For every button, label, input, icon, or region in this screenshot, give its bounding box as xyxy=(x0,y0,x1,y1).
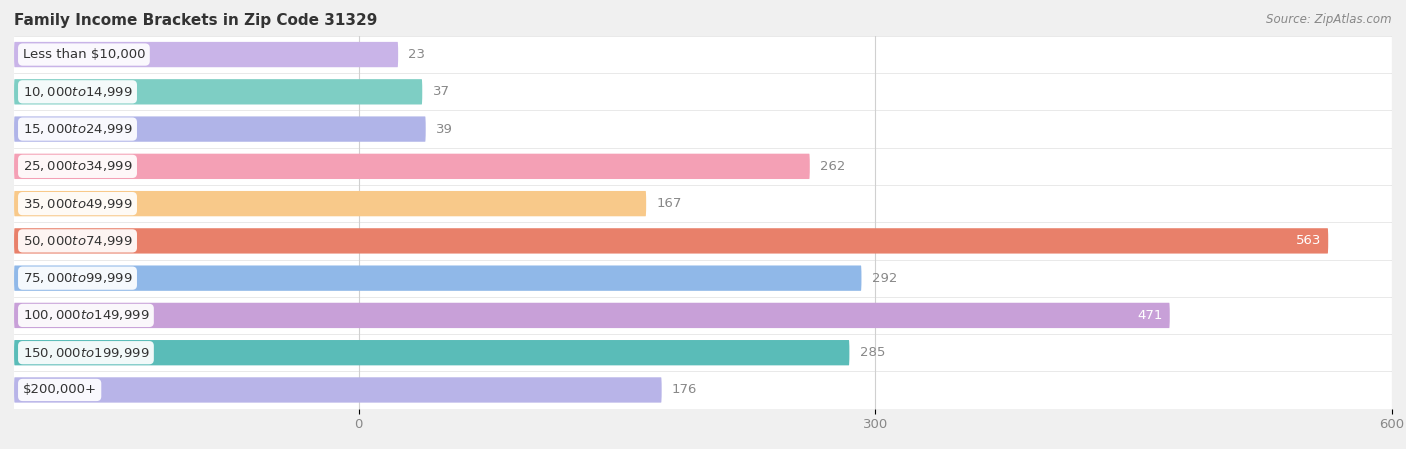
Text: Less than $10,000: Less than $10,000 xyxy=(22,48,145,61)
Text: $25,000 to $34,999: $25,000 to $34,999 xyxy=(22,159,132,173)
Text: $150,000 to $199,999: $150,000 to $199,999 xyxy=(22,346,149,360)
Text: 167: 167 xyxy=(657,197,682,210)
Text: $15,000 to $24,999: $15,000 to $24,999 xyxy=(22,122,132,136)
FancyBboxPatch shape xyxy=(14,116,426,142)
Text: 292: 292 xyxy=(872,272,897,285)
FancyBboxPatch shape xyxy=(14,154,810,179)
Text: Source: ZipAtlas.com: Source: ZipAtlas.com xyxy=(1267,13,1392,26)
Bar xyxy=(14,297,1392,334)
Text: 23: 23 xyxy=(409,48,426,61)
Bar xyxy=(14,110,1392,148)
Bar xyxy=(14,185,1392,222)
Bar xyxy=(14,36,1392,73)
Text: 471: 471 xyxy=(1137,309,1163,322)
Text: 39: 39 xyxy=(436,123,453,136)
Text: 563: 563 xyxy=(1296,234,1322,247)
Text: $200,000+: $200,000+ xyxy=(22,383,97,396)
Bar xyxy=(14,334,1392,371)
FancyBboxPatch shape xyxy=(14,228,1329,254)
Text: $75,000 to $99,999: $75,000 to $99,999 xyxy=(22,271,132,285)
Text: $10,000 to $14,999: $10,000 to $14,999 xyxy=(22,85,132,99)
FancyBboxPatch shape xyxy=(14,191,647,216)
FancyBboxPatch shape xyxy=(14,265,862,291)
Bar xyxy=(14,260,1392,297)
Bar xyxy=(14,222,1392,260)
Text: 37: 37 xyxy=(433,85,450,98)
Text: 262: 262 xyxy=(820,160,845,173)
FancyBboxPatch shape xyxy=(14,340,849,365)
Text: 285: 285 xyxy=(859,346,886,359)
Text: 176: 176 xyxy=(672,383,697,396)
FancyBboxPatch shape xyxy=(14,42,398,67)
Bar xyxy=(14,371,1392,409)
Text: $100,000 to $149,999: $100,000 to $149,999 xyxy=(22,308,149,322)
Text: Family Income Brackets in Zip Code 31329: Family Income Brackets in Zip Code 31329 xyxy=(14,13,377,28)
Text: $35,000 to $49,999: $35,000 to $49,999 xyxy=(22,197,132,211)
FancyBboxPatch shape xyxy=(14,377,662,403)
Text: $50,000 to $74,999: $50,000 to $74,999 xyxy=(22,234,132,248)
FancyBboxPatch shape xyxy=(14,303,1170,328)
Bar xyxy=(14,73,1392,110)
Bar xyxy=(14,148,1392,185)
FancyBboxPatch shape xyxy=(14,79,422,105)
